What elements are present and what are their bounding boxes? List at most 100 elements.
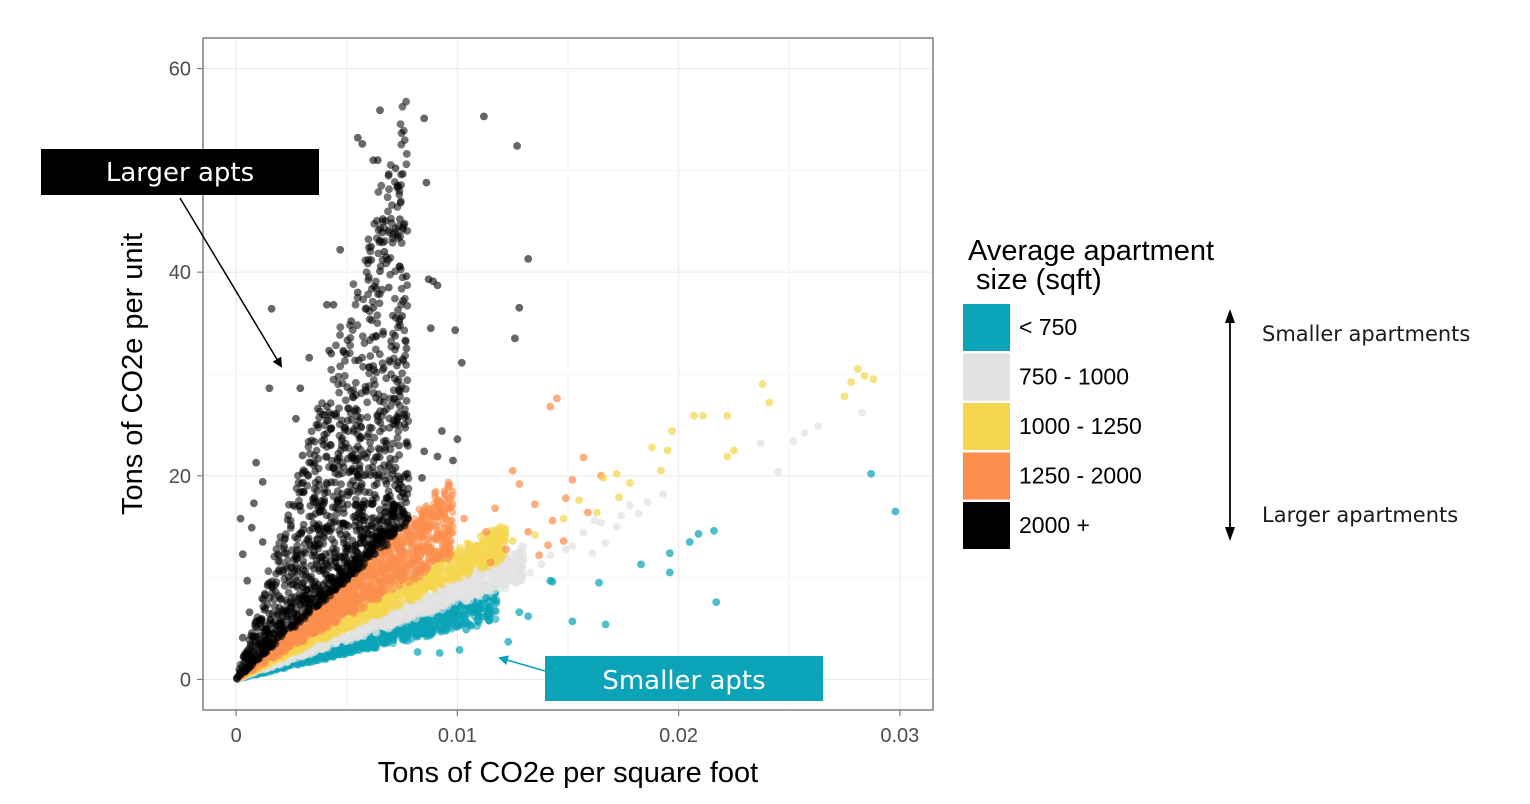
legend-title-line-2: size (sqft) xyxy=(968,264,1102,296)
data-point xyxy=(601,620,610,629)
data-point xyxy=(425,578,433,586)
data-point xyxy=(491,547,499,556)
data-point xyxy=(312,542,320,551)
data-point xyxy=(391,164,400,173)
data-point xyxy=(643,498,652,507)
data-point xyxy=(485,616,494,625)
data-point xyxy=(376,236,384,245)
data-point xyxy=(373,156,382,165)
data-point xyxy=(559,514,568,523)
data-point xyxy=(311,478,320,487)
data-point xyxy=(470,586,479,595)
data-point xyxy=(336,245,345,254)
data-point xyxy=(419,519,428,527)
data-point xyxy=(323,402,331,411)
data-point xyxy=(526,568,535,577)
data-point xyxy=(730,446,738,455)
data-point xyxy=(334,380,343,389)
data-point xyxy=(358,332,367,341)
data-point xyxy=(380,392,388,401)
data-point xyxy=(327,349,336,358)
data-point xyxy=(360,603,369,612)
data-point xyxy=(258,478,267,486)
data-point xyxy=(400,563,409,572)
data-point xyxy=(723,411,732,420)
data-point xyxy=(617,511,625,520)
data-point xyxy=(392,614,401,623)
data-point xyxy=(396,600,404,608)
data-point xyxy=(364,551,372,559)
data-point xyxy=(460,514,468,523)
data-point xyxy=(315,567,324,575)
data-point xyxy=(376,106,384,115)
data-point xyxy=(372,494,380,502)
data-point xyxy=(800,429,809,437)
data-point xyxy=(381,596,389,605)
data-point xyxy=(438,580,447,589)
data-point xyxy=(292,414,300,423)
data-point xyxy=(348,648,357,656)
data-point xyxy=(373,319,382,327)
data-point xyxy=(453,435,462,444)
data-point xyxy=(417,564,425,573)
data-point xyxy=(325,463,333,471)
data-point xyxy=(659,490,667,498)
data-point xyxy=(483,581,492,590)
data-point xyxy=(363,610,371,619)
data-point xyxy=(349,555,357,564)
data-point xyxy=(381,443,390,452)
data-point xyxy=(430,535,439,544)
data-point xyxy=(415,589,424,597)
data-point xyxy=(279,605,287,614)
data-point xyxy=(357,554,366,563)
legend-label: < 750 xyxy=(1019,314,1077,340)
legend-label: 1250 - 2000 xyxy=(1019,463,1142,489)
data-point xyxy=(657,466,665,475)
data-point xyxy=(391,224,400,233)
data-point xyxy=(403,549,412,557)
data-point xyxy=(443,575,452,584)
data-point xyxy=(257,642,265,651)
data-point xyxy=(482,594,491,602)
data-point xyxy=(369,376,378,384)
data-point xyxy=(493,569,501,577)
legend-label: 750 - 1000 xyxy=(1019,364,1129,390)
data-point xyxy=(393,203,402,211)
data-point xyxy=(380,527,389,536)
data-point xyxy=(860,372,869,380)
data-point xyxy=(352,495,360,504)
data-point xyxy=(287,580,295,589)
data-point xyxy=(342,350,350,358)
data-point xyxy=(413,648,422,656)
data-point xyxy=(326,441,335,450)
data-point xyxy=(369,640,378,649)
data-point xyxy=(511,334,519,343)
data-point xyxy=(411,575,420,584)
data-point xyxy=(612,522,621,531)
data-point xyxy=(358,594,366,602)
data-point xyxy=(346,334,355,342)
data-point xyxy=(444,478,453,487)
data-point xyxy=(356,524,365,532)
data-point xyxy=(311,509,320,518)
data-point xyxy=(389,329,397,338)
data-point xyxy=(396,262,404,271)
data-point xyxy=(255,631,264,640)
data-point xyxy=(378,359,387,368)
data-point xyxy=(502,545,510,553)
data-point xyxy=(299,487,308,496)
data-point xyxy=(373,216,381,225)
data-point xyxy=(504,637,513,646)
data-point xyxy=(340,372,349,380)
data-point xyxy=(579,528,588,537)
data-point xyxy=(368,463,377,472)
data-point xyxy=(429,553,438,562)
data-point xyxy=(478,564,487,573)
data-point xyxy=(399,126,408,135)
data-point xyxy=(858,408,867,417)
data-point xyxy=(465,550,474,559)
data-point xyxy=(535,551,544,560)
data-point xyxy=(376,589,385,598)
data-point xyxy=(382,217,390,225)
